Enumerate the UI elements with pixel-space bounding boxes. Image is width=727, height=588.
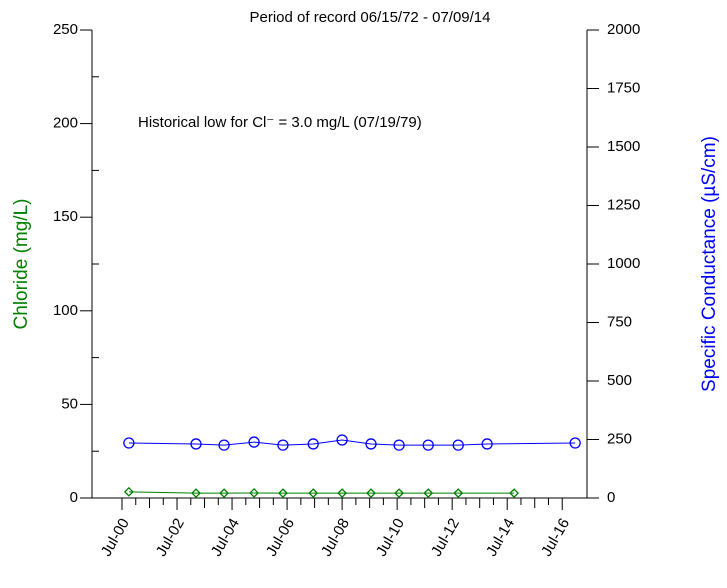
marker bbox=[423, 488, 434, 499]
y2-tick-label: 500 bbox=[607, 372, 632, 389]
y2-tick-label: 750 bbox=[607, 313, 632, 330]
x-tick-label: Jul-14 bbox=[483, 515, 518, 559]
marker bbox=[394, 488, 404, 499]
marker bbox=[218, 439, 230, 451]
annotation: Historical low for Cl⁻ = 3.0 mg/L (07/19… bbox=[138, 114, 422, 131]
marker bbox=[366, 488, 376, 499]
marker bbox=[393, 439, 405, 451]
marker bbox=[452, 439, 464, 451]
x-tick-label: Jul-16 bbox=[538, 515, 573, 559]
y-tick-label: 0 bbox=[70, 489, 78, 506]
marker bbox=[569, 437, 581, 449]
x-tick-label: Jul-08 bbox=[318, 515, 353, 559]
x-tick-label: Jul-00 bbox=[98, 515, 133, 559]
marker bbox=[308, 488, 319, 499]
marker bbox=[219, 488, 229, 499]
y2-tick-label: 250 bbox=[607, 430, 632, 447]
x-tick-label: Jul-06 bbox=[263, 515, 298, 559]
marker bbox=[123, 437, 135, 449]
marker bbox=[509, 488, 520, 499]
y-tick-label: 50 bbox=[61, 395, 78, 412]
y2-tick-label: 1000 bbox=[607, 255, 640, 272]
marker bbox=[336, 434, 348, 446]
marker bbox=[365, 438, 377, 450]
marker bbox=[453, 488, 464, 499]
y2-tick-label: 1500 bbox=[607, 138, 640, 155]
y-tick-label: 250 bbox=[53, 21, 78, 38]
y-tick-label: 200 bbox=[53, 115, 78, 132]
marker bbox=[307, 438, 319, 450]
marker bbox=[337, 488, 348, 499]
y-axis-label: Chloride (mg/L) bbox=[11, 199, 32, 330]
marker bbox=[278, 488, 288, 499]
marker bbox=[481, 438, 493, 450]
series-line bbox=[128, 439, 576, 446]
marker bbox=[422, 439, 434, 451]
y2-tick-label: 2000 bbox=[607, 21, 640, 38]
y2-tick-label: 1750 bbox=[607, 79, 640, 96]
marker bbox=[249, 488, 259, 498]
x-tick-label: Jul-12 bbox=[428, 515, 463, 559]
marker bbox=[191, 488, 201, 499]
marker bbox=[277, 439, 289, 451]
marker bbox=[123, 486, 134, 497]
x-tick-label: Jul-10 bbox=[373, 515, 408, 559]
y2-tick-label: 1250 bbox=[607, 196, 640, 213]
chart-title: Period of record 06/15/72 - 07/09/14 bbox=[250, 9, 491, 26]
y2-tick-label: 0 bbox=[607, 489, 615, 506]
marker bbox=[190, 438, 202, 450]
marker bbox=[248, 436, 260, 448]
x-tick-label: Jul-02 bbox=[153, 515, 188, 559]
series-line bbox=[128, 491, 515, 494]
y-tick-label: 100 bbox=[53, 302, 78, 319]
x-tick-label: Jul-04 bbox=[208, 515, 243, 559]
y2-axis-label: Specific Conductance (µS/cm) bbox=[699, 136, 720, 392]
y-tick-label: 150 bbox=[53, 208, 78, 225]
